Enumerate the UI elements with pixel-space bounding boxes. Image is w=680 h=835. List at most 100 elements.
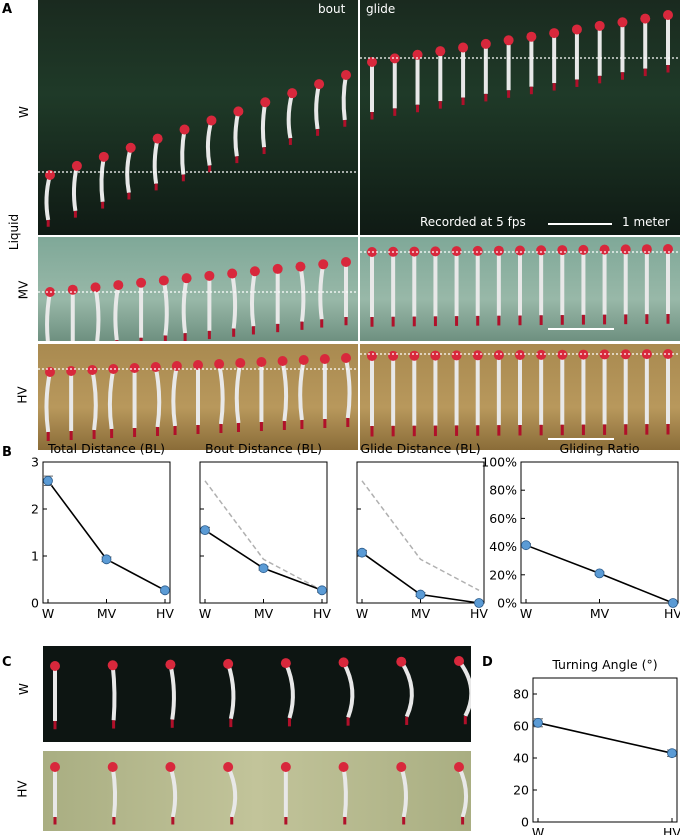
larva-body bbox=[113, 284, 121, 341]
larva-head bbox=[367, 57, 377, 67]
larva-head bbox=[136, 277, 147, 288]
larva-head bbox=[338, 762, 349, 772]
larva-head bbox=[578, 349, 589, 360]
data-point bbox=[474, 598, 484, 608]
larva-head bbox=[108, 364, 119, 374]
y-tick-label: 100% bbox=[481, 455, 517, 470]
larva-body bbox=[399, 660, 414, 718]
larva-head bbox=[503, 35, 514, 46]
x-tick-label: HV bbox=[664, 606, 680, 621]
chart-4: Turning Angle (°) 0 20 40 60 80 W HV bbox=[513, 657, 680, 835]
larva-head bbox=[193, 360, 203, 370]
bout-label: bout bbox=[318, 2, 346, 16]
larva-head bbox=[227, 268, 238, 279]
larva-head bbox=[472, 350, 483, 361]
x-tick-label: HV bbox=[663, 825, 680, 835]
larva-head bbox=[389, 53, 400, 64]
larvae-drawing bbox=[38, 257, 358, 341]
larva-head bbox=[430, 350, 441, 361]
photo-c-hv bbox=[43, 751, 471, 831]
photo-w-glide bbox=[360, 0, 680, 235]
larva-body bbox=[298, 359, 306, 421]
larva-head bbox=[454, 656, 464, 666]
series-line bbox=[537, 722, 673, 754]
x-tick-label: W bbox=[532, 825, 544, 835]
x-tick-label: W bbox=[520, 606, 532, 621]
series-line bbox=[525, 544, 674, 604]
larva-body bbox=[399, 766, 408, 818]
larva-head bbox=[515, 350, 525, 360]
y-tick-label: 0 bbox=[31, 596, 39, 611]
larvae-drawing bbox=[360, 10, 680, 120]
larva-body bbox=[161, 280, 169, 336]
data-point bbox=[101, 554, 112, 565]
scale-bar-hv bbox=[548, 438, 614, 440]
plot-frame bbox=[520, 461, 679, 604]
data-point bbox=[594, 568, 605, 579]
data-point bbox=[667, 748, 677, 759]
larva-body bbox=[457, 766, 469, 818]
larva-head bbox=[536, 349, 547, 360]
larva-head bbox=[181, 273, 192, 284]
photo-w-bout bbox=[38, 0, 358, 235]
larva-head bbox=[338, 657, 349, 668]
larva-head bbox=[641, 244, 652, 255]
glide-label: glide bbox=[366, 2, 396, 16]
larva-body bbox=[284, 662, 295, 719]
data-point bbox=[43, 475, 53, 486]
larvae-drawing bbox=[38, 353, 358, 441]
larva-head bbox=[179, 124, 190, 135]
larva-head bbox=[125, 142, 136, 153]
larva-body bbox=[217, 363, 225, 425]
larva-body bbox=[168, 766, 178, 818]
y-tick-label: 20% bbox=[489, 567, 517, 582]
series-line bbox=[47, 480, 166, 592]
larva-head bbox=[557, 349, 568, 360]
larva-head bbox=[280, 658, 291, 669]
larva-body bbox=[168, 664, 176, 720]
larva-head bbox=[298, 355, 309, 365]
recorded-text: Recorded at 5 fps bbox=[420, 215, 526, 229]
larva-head bbox=[454, 762, 464, 772]
larva-body bbox=[280, 360, 289, 422]
larva-head bbox=[158, 275, 169, 286]
larva-head bbox=[113, 280, 124, 291]
scale-bar-w bbox=[548, 223, 612, 225]
data-point bbox=[533, 717, 543, 728]
larva-head bbox=[272, 263, 283, 274]
larva-head bbox=[557, 245, 568, 256]
x-tick-label: W bbox=[199, 606, 211, 621]
larvae-drawing bbox=[360, 349, 680, 437]
chart-title: Turning Angle (°) bbox=[551, 657, 657, 672]
larva-head bbox=[256, 357, 267, 367]
larva-head bbox=[480, 38, 491, 49]
larva-body bbox=[180, 129, 187, 175]
larva-head bbox=[472, 245, 483, 256]
larva-body bbox=[44, 174, 52, 221]
data-point bbox=[258, 563, 269, 574]
y-tick-label: 40 bbox=[513, 751, 529, 766]
larva-body bbox=[93, 287, 101, 341]
x-tick-label: MV bbox=[97, 606, 117, 621]
data-point bbox=[160, 585, 170, 596]
larva-head bbox=[620, 244, 631, 255]
larva-body bbox=[71, 165, 79, 212]
larva-head bbox=[107, 762, 118, 772]
larva-head bbox=[260, 97, 271, 108]
larva-head bbox=[435, 46, 446, 57]
series-line bbox=[361, 552, 480, 604]
larva-head bbox=[233, 106, 244, 117]
larva-head bbox=[90, 282, 101, 293]
larva-head bbox=[409, 350, 420, 361]
chart-2: Glide Distance (BL)W MV HV bbox=[356, 441, 489, 621]
larva-head bbox=[249, 266, 260, 277]
data-point bbox=[317, 585, 327, 596]
series-line bbox=[204, 529, 323, 592]
larva-head bbox=[663, 10, 673, 20]
larva-body bbox=[298, 266, 306, 322]
larva-body bbox=[110, 665, 117, 721]
larva-head bbox=[549, 28, 560, 39]
larva-body bbox=[153, 366, 162, 428]
